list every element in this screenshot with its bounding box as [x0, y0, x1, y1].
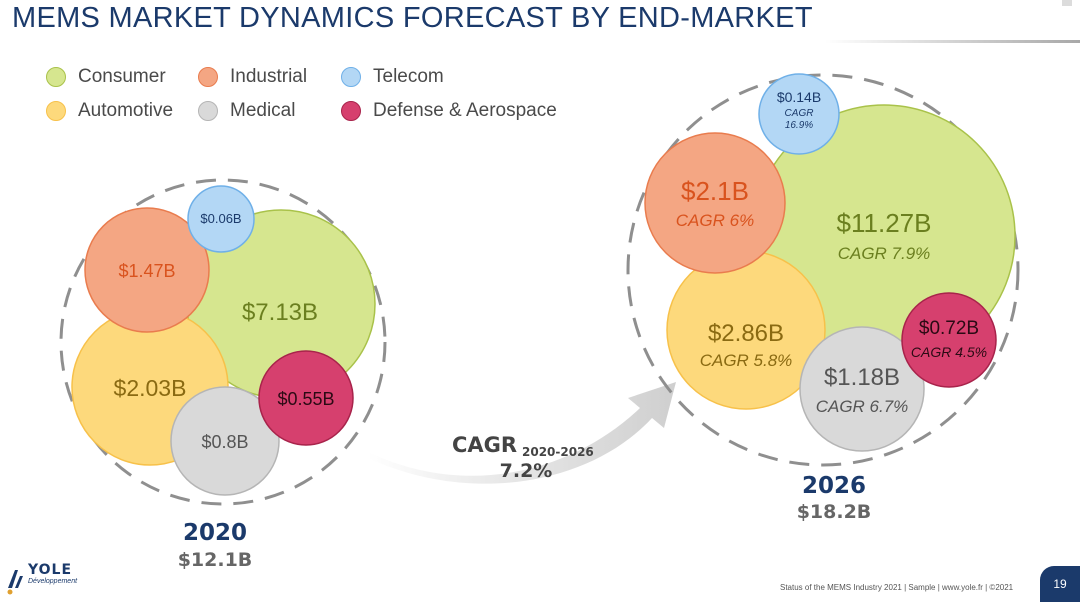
legend-item-industrial: Industrial [198, 66, 307, 88]
cagr-label-automotive-2026: CAGR 5.8% [700, 351, 793, 370]
legend-label: Automotive [78, 100, 174, 121]
bubble-telecom-2020 [187, 185, 255, 253]
cagr-label-industrial-2026: CAGR 6% [676, 211, 754, 230]
value-label-defense-aerospace-2020: $0.55B [277, 389, 334, 409]
value-label-automotive-2026: $2.86B [708, 320, 784, 347]
page-title: MEMS MARKET DYNAMICS FORECAST BY END-MAR… [12, 2, 813, 34]
bubble-industrial-2026 [644, 132, 786, 274]
value-label-defense-aerospace-2026: $0.72B [919, 318, 979, 339]
legend-label: Consumer [78, 66, 166, 87]
value-label-consumer-2026: $11.27B [837, 208, 932, 238]
bubble-medical-2020 [170, 386, 280, 496]
page-number: 19 [1040, 566, 1080, 602]
arrow-cagr-label: CAGR [452, 433, 517, 457]
title-rule [825, 40, 1080, 43]
bubble-defense-aerospace-2020 [258, 350, 354, 446]
legend-swatch-consumer [46, 67, 66, 87]
legend-label: Telecom [373, 66, 444, 87]
year-label-2026: 2026 [802, 473, 866, 499]
cagr-label-medical-2026: CAGR 6.7% [816, 397, 909, 416]
corner-mark [1062, 0, 1072, 6]
value-label-consumer-2020: $7.13B [242, 299, 318, 326]
cagr-label-defense-aerospace-2026: CAGR 4.5% [911, 344, 987, 360]
total-label-2020: $12.1B [178, 549, 253, 571]
legend-swatch-defense [341, 101, 361, 121]
legend-label: Defense & Aerospace [373, 100, 557, 121]
legend-swatch-automotive [46, 101, 66, 121]
legend-item-consumer: Consumer [46, 66, 166, 88]
legend-swatch-industrial [198, 67, 218, 87]
total-label-2026: $18.2B [797, 501, 872, 523]
logo-subtitle: Développement [28, 578, 78, 585]
outer-dashed-circle-2020 [59, 178, 387, 506]
legend-swatch-medical [198, 101, 218, 121]
legend-swatch-telecom [341, 67, 361, 87]
value-label-medical-2020: $0.8B [201, 432, 248, 452]
yole-logo: YOLE Développement [6, 562, 96, 598]
value-label-industrial-2026: $2.1B [681, 176, 749, 206]
cagr-label-telecom-2026: CAGR 16.9% [785, 108, 814, 131]
arrow-cagr-value: 7.2% [500, 460, 553, 482]
logo-text: YOLE [28, 562, 73, 578]
arrow-cagr-subscript: 2020-2026 [522, 445, 594, 459]
legend-item-medical: Medical [198, 100, 295, 122]
legend-item-defense: Defense & Aerospace [341, 100, 557, 122]
legend-item-telecom: Telecom [341, 66, 444, 88]
legend-item-automotive: Automotive [46, 100, 173, 122]
value-label-telecom-2020: $0.06B [200, 211, 241, 226]
value-label-automotive-2020: $2.03B [114, 375, 187, 401]
growth-arrow [368, 382, 676, 484]
logo-mark-icon [7, 570, 23, 595]
bubble-industrial-2020 [84, 207, 210, 333]
bubble-telecom-2026 [758, 73, 840, 155]
value-label-telecom-2026: $0.14B [777, 89, 821, 105]
bubble-defense-aerospace-2026 [901, 292, 997, 388]
value-label-medical-2026: $1.18B [824, 364, 900, 391]
year-label-2020: 2020 [183, 520, 247, 546]
footer-text: Status of the MEMS Industry 2021 | Sampl… [780, 583, 1014, 592]
legend-label: Medical [230, 100, 296, 121]
bubble-group-2026: $11.27B CAGR 7.9% $2.86B CAGR 5.8% $2.1B CAGR… [626, 73, 1020, 523]
cagr-label-consumer-2026: CAGR 7.9% [838, 244, 931, 263]
outer-dashed-circle-2026 [626, 73, 1020, 467]
value-label-industrial-2020: $1.47B [118, 261, 175, 281]
legend-label: Industrial [230, 66, 308, 87]
bubble-medical-2026 [799, 326, 925, 452]
legend: Consumer Industrial Telecom Automotive M… [46, 66, 586, 132]
bubble-group-2020: $7.13B $2.03B $1.47B $0.8B $0.55B $0.06B 2020 $… [59, 178, 387, 571]
